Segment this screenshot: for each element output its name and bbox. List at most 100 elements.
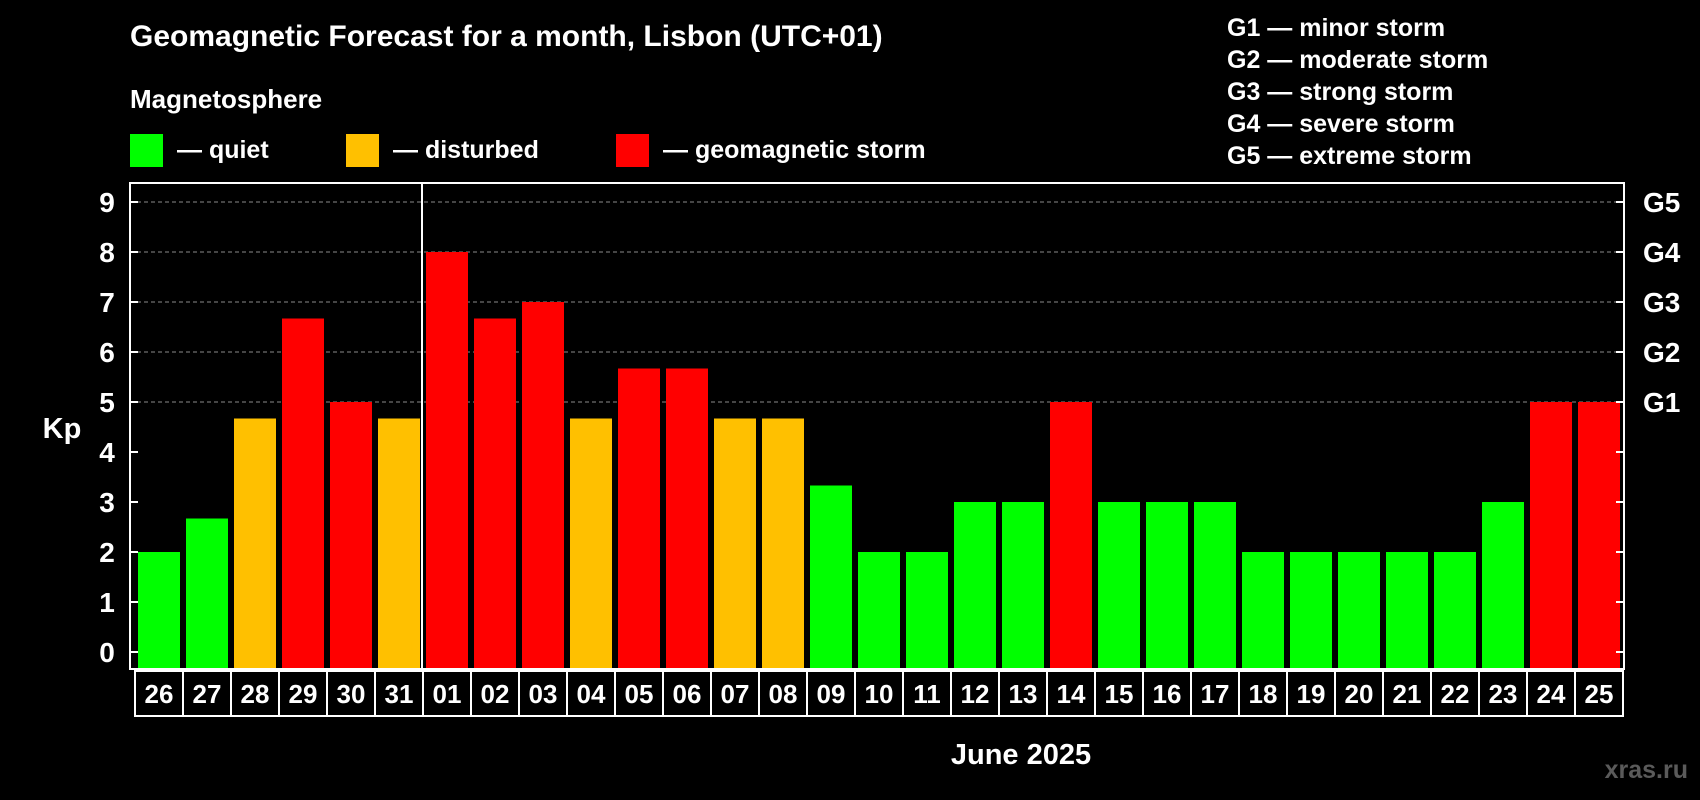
kp-bar-05 bbox=[618, 368, 660, 668]
kp-bar-17 bbox=[1194, 502, 1236, 668]
kp-bar-26 bbox=[138, 552, 180, 668]
x-tick-label-02: 02 bbox=[481, 679, 510, 709]
right-axis-label-g2: G2 bbox=[1643, 337, 1680, 368]
kp-bar-06 bbox=[666, 368, 708, 668]
x-tick-label-31: 31 bbox=[385, 679, 414, 709]
x-axis-label: June 2025 bbox=[951, 739, 1091, 771]
x-tick-label-08: 08 bbox=[769, 679, 798, 709]
kp-bar-19 bbox=[1290, 552, 1332, 668]
x-tick-label-23: 23 bbox=[1489, 679, 1518, 709]
y-tick-label-1: 1 bbox=[99, 587, 115, 618]
y-tick-label-3: 3 bbox=[99, 487, 115, 518]
kp-bar-04 bbox=[570, 418, 612, 668]
x-tick-label-30: 30 bbox=[337, 679, 366, 709]
kp-bar-13 bbox=[1002, 502, 1044, 668]
storm-scale-g2: G2 — moderate storm bbox=[1227, 46, 1489, 74]
x-tick-label-10: 10 bbox=[865, 679, 894, 709]
watermark: xras.ru bbox=[1604, 756, 1688, 784]
kp-bar-15 bbox=[1098, 502, 1140, 668]
legend-heading: Magnetosphere bbox=[130, 84, 323, 114]
right-axis-label-g3: G3 bbox=[1643, 287, 1680, 318]
kp-bar-12 bbox=[954, 502, 996, 668]
right-axis-label-g1: G1 bbox=[1643, 387, 1680, 418]
storm-scale-g1: G1 — minor storm bbox=[1227, 14, 1446, 42]
y-tick-label-4: 4 bbox=[99, 437, 115, 468]
y-tick-label-2: 2 bbox=[99, 537, 115, 568]
x-tick-label-01: 01 bbox=[433, 679, 462, 709]
legend-swatch-disturbed bbox=[346, 134, 379, 167]
kp-bar-09 bbox=[810, 485, 852, 668]
right-axis-label-g4: G4 bbox=[1643, 237, 1681, 268]
y-tick-label-5: 5 bbox=[99, 387, 115, 418]
storm-scale-legend: G1 — minor storm G2 — moderate storm G3 … bbox=[1227, 12, 1488, 172]
x-tick-label-24: 24 bbox=[1537, 679, 1566, 709]
kp-bar-31 bbox=[378, 418, 420, 668]
kp-bar-21 bbox=[1386, 552, 1428, 668]
legend-swatch-storm bbox=[616, 134, 649, 167]
x-tick-label-14: 14 bbox=[1057, 679, 1086, 709]
x-tick-label-09: 09 bbox=[817, 679, 846, 709]
x-tick-label-28: 28 bbox=[241, 679, 270, 709]
x-tick-label-13: 13 bbox=[1009, 679, 1038, 709]
x-tick-label-05: 05 bbox=[625, 679, 654, 709]
kp-bar-20 bbox=[1338, 552, 1380, 668]
storm-scale-g3: G3 — strong storm bbox=[1227, 78, 1454, 106]
kp-bar-01 bbox=[426, 252, 468, 668]
kp-bar-23 bbox=[1482, 502, 1524, 668]
x-tick-label-25: 25 bbox=[1585, 679, 1614, 709]
kp-bar-27 bbox=[186, 518, 228, 668]
legend-label-disturbed: — disturbed bbox=[393, 136, 539, 164]
legend-label-storm: — geomagnetic storm bbox=[663, 136, 926, 164]
chart-title: Geomagnetic Forecast for a month, Lisbon… bbox=[130, 20, 883, 53]
legend-item-storm: — geomagnetic storm bbox=[616, 134, 926, 167]
kp-bar-30 bbox=[330, 402, 372, 668]
x-tick-label-19: 19 bbox=[1297, 679, 1326, 709]
storm-scale-g4: G4 — severe storm bbox=[1227, 110, 1455, 138]
legend-item-disturbed: — disturbed bbox=[346, 134, 539, 167]
kp-bar-24 bbox=[1530, 402, 1572, 668]
x-tick-label-27: 27 bbox=[193, 679, 222, 709]
x-tick-label-21: 21 bbox=[1393, 679, 1422, 709]
x-tick-label-07: 07 bbox=[721, 679, 750, 709]
x-tick-label-29: 29 bbox=[289, 679, 318, 709]
y-tick-label-8: 8 bbox=[99, 237, 115, 268]
legend-label-quiet: — quiet bbox=[177, 136, 269, 164]
kp-bar-11 bbox=[906, 552, 948, 668]
x-tick-label-26: 26 bbox=[145, 679, 174, 709]
y-axis-label: Kp bbox=[43, 413, 82, 445]
x-tick-label-15: 15 bbox=[1105, 679, 1134, 709]
legend-swatch-quiet bbox=[130, 134, 163, 167]
x-tick-label-16: 16 bbox=[1153, 679, 1182, 709]
x-tick-label-03: 03 bbox=[529, 679, 558, 709]
kp-bar-03 bbox=[522, 302, 564, 668]
storm-scale-g5: G5 — extreme storm bbox=[1227, 142, 1472, 170]
x-label-box-25 bbox=[1574, 670, 1624, 717]
y-tick-label-9: 9 bbox=[99, 187, 115, 218]
x-tick-label-06: 06 bbox=[673, 679, 702, 709]
kp-bar-22 bbox=[1434, 552, 1476, 668]
kp-bar-16 bbox=[1146, 502, 1188, 668]
plot-frame bbox=[129, 182, 1625, 670]
x-tick-label-22: 22 bbox=[1441, 679, 1470, 709]
kp-bar-07 bbox=[714, 418, 756, 668]
y-tick-label-7: 7 bbox=[99, 287, 115, 318]
y-tick-label-6: 6 bbox=[99, 337, 115, 368]
right-axis-label-g5: G5 bbox=[1643, 187, 1680, 218]
kp-bar-25 bbox=[1578, 402, 1620, 668]
x-tick-label-20: 20 bbox=[1345, 679, 1374, 709]
kp-bar-08 bbox=[762, 418, 804, 668]
x-tick-label-17: 17 bbox=[1201, 679, 1230, 709]
kp-bar-14 bbox=[1050, 402, 1092, 668]
x-tick-label-11: 11 bbox=[913, 679, 941, 709]
y-tick-label-0: 0 bbox=[99, 637, 115, 668]
x-tick-label-04: 04 bbox=[577, 679, 606, 709]
kp-bar-29 bbox=[282, 318, 324, 668]
legend-item-quiet: — quiet bbox=[130, 134, 269, 167]
kp-bar-28 bbox=[234, 418, 276, 668]
kp-bar-18 bbox=[1242, 552, 1284, 668]
kp-bar-10 bbox=[858, 552, 900, 668]
kp-bar-02 bbox=[474, 318, 516, 668]
x-tick-label-18: 18 bbox=[1249, 679, 1278, 709]
x-tick-label-12: 12 bbox=[961, 679, 990, 709]
